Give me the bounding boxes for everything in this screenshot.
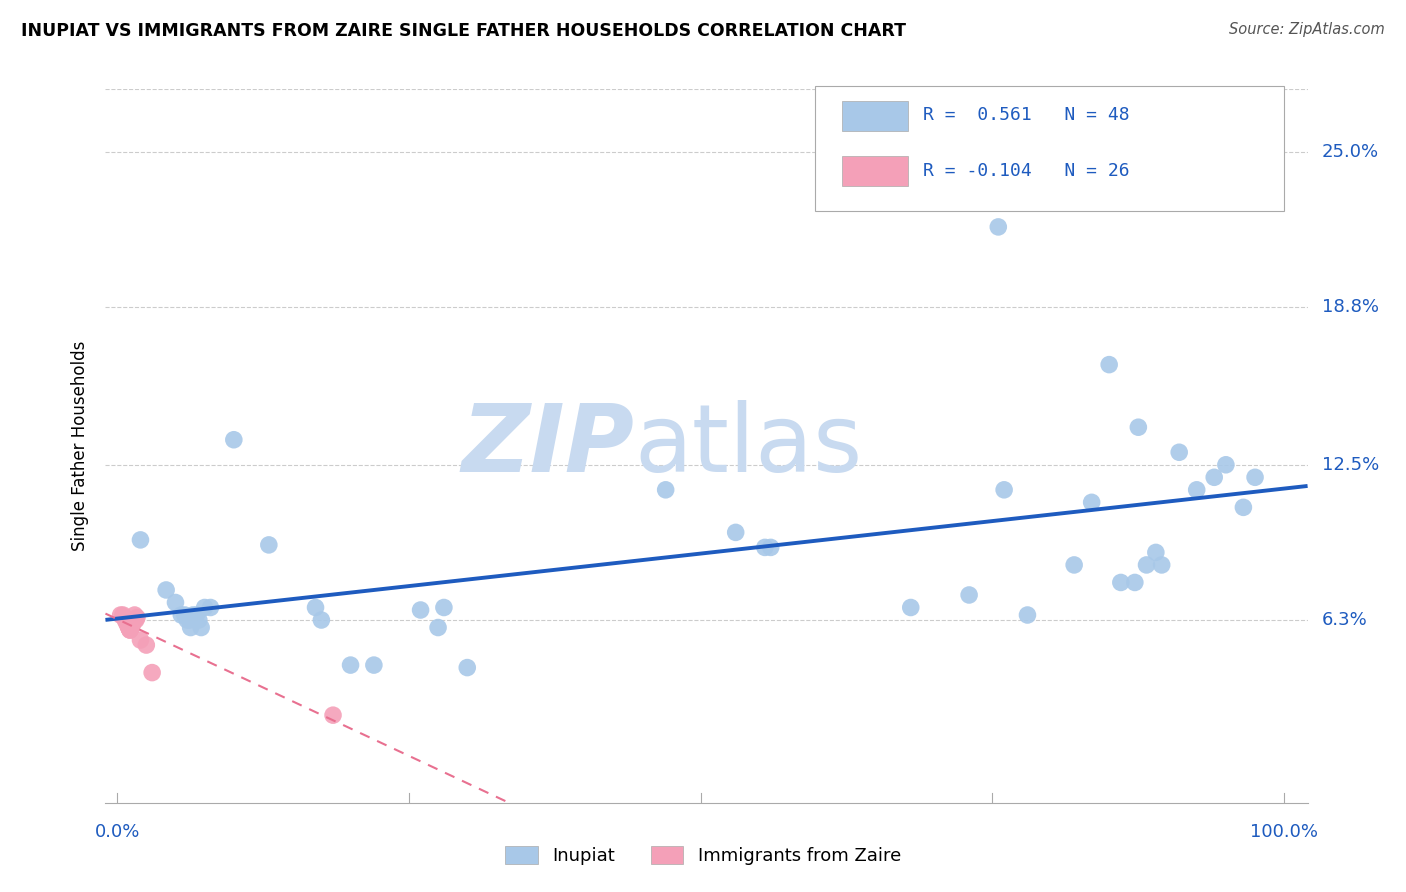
Point bbox=[112, 610, 135, 624]
Point bbox=[957, 588, 980, 602]
Point bbox=[900, 600, 922, 615]
Point bbox=[111, 607, 134, 622]
Point bbox=[135, 638, 157, 652]
Point bbox=[304, 600, 326, 615]
Point bbox=[456, 660, 478, 674]
Point bbox=[118, 618, 141, 632]
Point bbox=[1098, 358, 1121, 372]
Point bbox=[1128, 420, 1150, 434]
Text: 100.0%: 100.0% bbox=[1250, 822, 1319, 841]
Point bbox=[141, 665, 163, 680]
Point bbox=[179, 613, 201, 627]
Point bbox=[122, 613, 145, 627]
Point bbox=[129, 533, 152, 547]
Text: R = -0.104   N = 26: R = -0.104 N = 26 bbox=[922, 161, 1129, 179]
FancyBboxPatch shape bbox=[842, 101, 908, 130]
Point bbox=[754, 541, 776, 555]
Point bbox=[322, 708, 344, 723]
Text: Source: ZipAtlas.com: Source: ZipAtlas.com bbox=[1229, 22, 1385, 37]
Point bbox=[200, 600, 222, 615]
Point bbox=[125, 610, 148, 624]
Point bbox=[257, 538, 280, 552]
Point bbox=[118, 623, 141, 637]
Point bbox=[1123, 575, 1146, 590]
Point bbox=[181, 607, 204, 622]
Point bbox=[433, 600, 456, 615]
FancyBboxPatch shape bbox=[814, 86, 1284, 211]
Point bbox=[1080, 495, 1102, 509]
Point bbox=[170, 607, 193, 622]
Point bbox=[190, 621, 212, 635]
Point bbox=[1017, 607, 1039, 622]
Point bbox=[125, 613, 148, 627]
Point bbox=[409, 603, 432, 617]
Point bbox=[1150, 558, 1173, 572]
Point bbox=[120, 621, 142, 635]
Text: 18.8%: 18.8% bbox=[1322, 298, 1379, 316]
FancyBboxPatch shape bbox=[842, 155, 908, 186]
Text: atlas: atlas bbox=[634, 400, 863, 492]
Point bbox=[121, 615, 143, 630]
Text: 6.3%: 6.3% bbox=[1322, 611, 1368, 629]
Legend: Inupiat, Immigrants from Zaire: Inupiat, Immigrants from Zaire bbox=[496, 838, 910, 874]
Point bbox=[993, 483, 1015, 497]
Point bbox=[187, 613, 209, 627]
Text: 12.5%: 12.5% bbox=[1322, 456, 1379, 474]
Text: 0.0%: 0.0% bbox=[94, 822, 139, 841]
Point bbox=[165, 595, 187, 609]
Point bbox=[110, 607, 132, 622]
Point bbox=[1168, 445, 1191, 459]
Point bbox=[1135, 558, 1157, 572]
Point bbox=[1144, 545, 1167, 559]
Point bbox=[129, 633, 152, 648]
Text: INUPIAT VS IMMIGRANTS FROM ZAIRE SINGLE FATHER HOUSEHOLDS CORRELATION CHART: INUPIAT VS IMMIGRANTS FROM ZAIRE SINGLE … bbox=[21, 22, 905, 40]
Point bbox=[1215, 458, 1237, 472]
Text: 25.0%: 25.0% bbox=[1322, 143, 1379, 161]
Point bbox=[114, 613, 136, 627]
Point bbox=[759, 541, 782, 555]
Point bbox=[124, 607, 146, 622]
Point bbox=[1204, 470, 1226, 484]
Point bbox=[115, 613, 138, 627]
Point bbox=[186, 607, 208, 622]
Point bbox=[120, 621, 142, 635]
Point bbox=[118, 621, 141, 635]
Point bbox=[339, 658, 361, 673]
Point bbox=[194, 600, 217, 615]
Point bbox=[222, 433, 245, 447]
Point bbox=[117, 615, 139, 630]
Point bbox=[1232, 500, 1254, 515]
Text: R =  0.561   N = 48: R = 0.561 N = 48 bbox=[922, 106, 1129, 124]
Point bbox=[155, 582, 177, 597]
Point bbox=[115, 615, 138, 630]
Point bbox=[363, 658, 385, 673]
Point bbox=[1063, 558, 1085, 572]
Point bbox=[1109, 575, 1132, 590]
Point bbox=[118, 623, 141, 637]
Point bbox=[987, 219, 1010, 234]
Point bbox=[1185, 483, 1208, 497]
Point bbox=[311, 613, 333, 627]
Point bbox=[176, 613, 198, 627]
Point bbox=[117, 618, 139, 632]
Point bbox=[180, 621, 202, 635]
Point bbox=[1244, 470, 1267, 484]
Point bbox=[121, 618, 143, 632]
Point bbox=[124, 613, 146, 627]
Point bbox=[654, 483, 676, 497]
Text: ZIP: ZIP bbox=[461, 400, 634, 492]
Y-axis label: Single Father Households: Single Father Households bbox=[72, 341, 90, 551]
Point bbox=[427, 621, 450, 635]
Point bbox=[118, 621, 141, 635]
Point bbox=[724, 525, 747, 540]
Point bbox=[173, 607, 195, 622]
